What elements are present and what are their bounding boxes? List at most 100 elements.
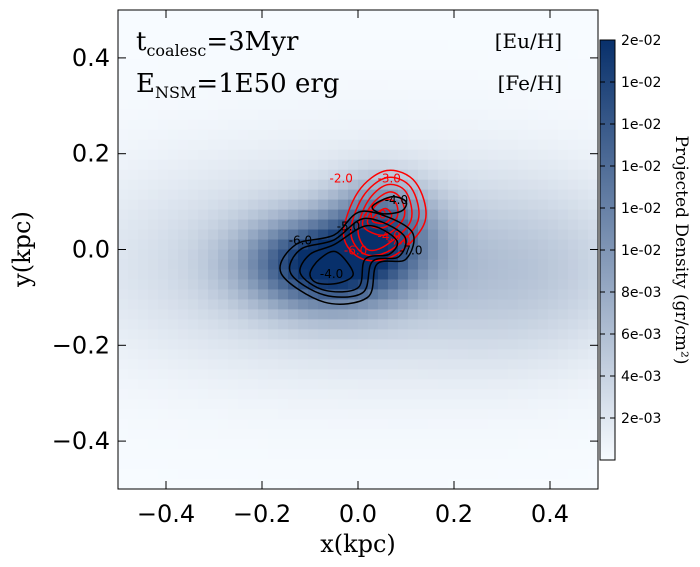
heatmap-cell — [438, 329, 449, 340]
heatmap-cell — [428, 309, 439, 320]
heatmap-cell — [208, 209, 219, 221]
heatmap-cell — [448, 59, 459, 71]
heatmap-cell — [178, 349, 189, 360]
heatmap-cell — [118, 289, 129, 300]
heatmap-cell — [458, 249, 469, 261]
heatmap-cell — [158, 169, 169, 181]
heatmap-cell — [258, 209, 269, 221]
heatmap-cell — [338, 29, 349, 41]
heatmap-cell — [488, 19, 499, 31]
heatmap-cell — [388, 269, 399, 281]
heatmap-cell — [418, 359, 429, 370]
heatmap-cell — [448, 289, 459, 300]
heatmap-cell — [258, 219, 269, 231]
heatmap-cell — [128, 329, 139, 340]
heatmap-cell — [268, 219, 279, 231]
heatmap-cell — [478, 429, 489, 440]
heatmap-cell — [418, 169, 429, 181]
heatmap-cell — [298, 179, 309, 191]
heatmap-cell — [188, 459, 199, 470]
heatmap-cell — [418, 189, 429, 201]
heatmap-cell — [468, 139, 479, 151]
heatmap-cell — [558, 219, 569, 231]
heatmap-cell — [258, 179, 269, 191]
heatmap-cell — [468, 389, 479, 400]
heatmap-cell — [188, 269, 199, 281]
heatmap-cell — [168, 389, 179, 400]
heatmap-cell — [168, 129, 179, 141]
heatmap-cell — [408, 179, 419, 191]
heatmap-cell — [198, 99, 209, 111]
heatmap-cell — [318, 379, 329, 390]
heatmap-cell — [468, 209, 479, 221]
heatmap-cell — [208, 10, 219, 21]
heatmap-cell — [228, 29, 239, 41]
heatmap-cell — [588, 59, 598, 71]
heatmap-cell — [228, 89, 239, 101]
heatmap-cell — [398, 49, 409, 61]
heatmap-cell — [258, 10, 269, 21]
heatmap-cell — [198, 89, 209, 101]
heatmap-cell — [388, 79, 399, 91]
heatmap-cell — [268, 459, 279, 470]
heatmap-cell — [568, 339, 579, 350]
heatmap-cell — [378, 299, 389, 310]
heatmap-cell — [178, 429, 189, 440]
heatmap-cell — [298, 369, 309, 380]
heatmap-cell — [428, 149, 439, 161]
heatmap-cell — [168, 59, 179, 71]
heatmap-cell — [288, 399, 299, 410]
heatmap-cell — [378, 429, 389, 440]
heatmap-cell — [398, 409, 409, 420]
heatmap-cell — [318, 159, 329, 171]
heatmap-cell — [568, 89, 579, 101]
heatmap-cell — [388, 319, 399, 330]
heatmap-cell — [338, 49, 349, 61]
heatmap-cell — [488, 309, 499, 320]
heatmap-cell — [588, 419, 598, 430]
heatmap-cell — [288, 289, 299, 300]
heatmap-cell — [258, 109, 269, 121]
heatmap-cell — [518, 149, 529, 161]
heatmap-cell — [148, 289, 159, 300]
heatmap-cell — [508, 79, 519, 91]
heatmap-cell — [218, 299, 229, 310]
heatmap-cell — [558, 119, 569, 131]
heatmap-cell — [248, 349, 259, 360]
heatmap-cell — [218, 49, 229, 61]
heatmap-cell — [548, 10, 559, 21]
heatmap-cell — [568, 209, 579, 221]
heatmap-cell — [438, 349, 449, 360]
heatmap-cell — [408, 149, 419, 161]
heatmap-cell — [288, 449, 299, 460]
heatmap-cell — [238, 219, 249, 231]
heatmap-cell — [428, 159, 439, 171]
heatmap-cell — [528, 329, 539, 340]
heatmap-cell — [428, 229, 439, 241]
heatmap-cell — [528, 249, 539, 261]
heatmap-cell — [378, 409, 389, 420]
heatmap-cell — [268, 29, 279, 41]
heatmap-cell — [138, 189, 149, 201]
heatmap-cell — [448, 319, 459, 330]
heatmap-cell — [168, 309, 179, 320]
heatmap-cell — [358, 329, 369, 340]
heatmap-cell — [508, 49, 519, 61]
heatmap-cell — [498, 249, 509, 261]
heatmap-cell — [358, 469, 369, 480]
heatmap-cell — [428, 139, 439, 151]
heatmap-cell — [558, 99, 569, 111]
heatmap-cell — [428, 169, 439, 181]
heatmap-cell — [348, 109, 359, 121]
heatmap-cell — [548, 89, 559, 101]
heatmap-cell — [458, 129, 469, 141]
heatmap-cell — [528, 139, 539, 151]
heatmap-cell — [288, 249, 299, 261]
heatmap-cell — [488, 119, 499, 131]
heatmap-cell — [168, 239, 179, 251]
heatmap-cell — [228, 219, 239, 231]
heatmap-cell — [558, 179, 569, 191]
heatmap-cell — [438, 229, 449, 241]
heatmap-cell — [408, 469, 419, 480]
heatmap-cell — [518, 339, 529, 350]
